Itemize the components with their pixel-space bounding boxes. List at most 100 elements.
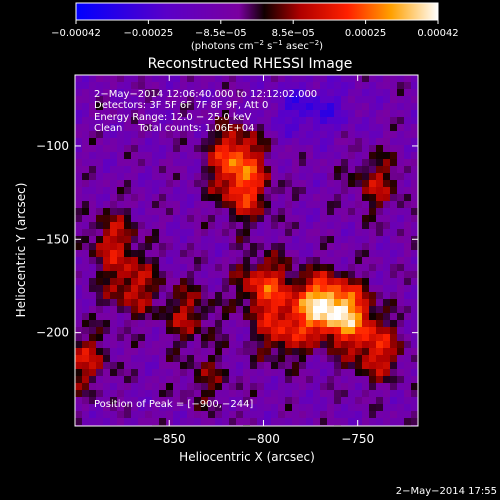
- heatmap-cell: [313, 285, 320, 292]
- heatmap-cell: [369, 229, 376, 236]
- heatmap-cell: [152, 236, 159, 243]
- heatmap-cell: [201, 243, 208, 250]
- heatmap-cell: [299, 292, 306, 299]
- heatmap-cell: [166, 355, 173, 362]
- heatmap-cell: [285, 313, 292, 320]
- heatmap-cell: [292, 215, 299, 222]
- heatmap-cell: [236, 327, 243, 334]
- heatmap-cell: [264, 187, 271, 194]
- heatmap-cell: [257, 131, 264, 138]
- heatmap-cell: [124, 145, 131, 152]
- heatmap-cell: [131, 103, 138, 110]
- heatmap-cell: [243, 341, 250, 348]
- heatmap-cell: [299, 222, 306, 229]
- heatmap-cell: [89, 166, 96, 173]
- heatmap-cell: [110, 411, 117, 418]
- heatmap-cell: [96, 124, 103, 131]
- heatmap-cell: [131, 75, 138, 82]
- heatmap-cell: [208, 152, 215, 159]
- heatmap-cell: [208, 327, 215, 334]
- heatmap-cell: [89, 313, 96, 320]
- heatmap-cell: [96, 264, 103, 271]
- heatmap-cell: [222, 236, 229, 243]
- heatmap-cell: [194, 215, 201, 222]
- heatmap-cell: [327, 341, 334, 348]
- heatmap-cell: [306, 215, 313, 222]
- heatmap-cell: [313, 138, 320, 145]
- heatmap-cell: [264, 313, 271, 320]
- heatmap-cell: [187, 243, 194, 250]
- heatmap-cell: [320, 208, 327, 215]
- heatmap-cell: [82, 285, 89, 292]
- heatmap-cell: [264, 236, 271, 243]
- heatmap-cell: [243, 278, 250, 285]
- heatmap-cell: [278, 306, 285, 313]
- heatmap-cell: [285, 397, 292, 404]
- heatmap-cell: [201, 390, 208, 397]
- heatmap-cell: [215, 313, 222, 320]
- heatmap-cell: [327, 222, 334, 229]
- heatmap-cell: [313, 243, 320, 250]
- heatmap-cell: [341, 201, 348, 208]
- heatmap-cell: [271, 313, 278, 320]
- heatmap-cell: [411, 194, 418, 201]
- heatmap-cell: [201, 110, 208, 117]
- heatmap-cell: [124, 362, 131, 369]
- heatmap-cell: [222, 110, 229, 117]
- footer-date: 2−May−2014 17:55: [396, 486, 497, 497]
- heatmap-cell: [327, 131, 334, 138]
- heatmap-cell: [348, 404, 355, 411]
- heatmap-cell: [292, 166, 299, 173]
- heatmap-cell: [348, 341, 355, 348]
- heatmap-cell: [89, 397, 96, 404]
- heatmap-cell: [390, 110, 397, 117]
- heatmap-cell: [131, 397, 138, 404]
- heatmap-cell: [383, 152, 390, 159]
- heatmap-cell: [362, 355, 369, 362]
- heatmap-cell: [166, 334, 173, 341]
- heatmap-cell: [82, 404, 89, 411]
- heatmap-cell: [355, 89, 362, 96]
- heatmap-cell: [341, 355, 348, 362]
- heatmap-cell: [138, 152, 145, 159]
- colorbar-tick-labels: −0.00042 −0.00025 −8.5e−05 8.5e−05 0.00025 0.…: [51, 28, 459, 39]
- heatmap-cell: [390, 355, 397, 362]
- heatmap-cell: [138, 257, 145, 264]
- heatmap-cell: [103, 327, 110, 334]
- heatmap-cell: [117, 173, 124, 180]
- heatmap-cell: [194, 243, 201, 250]
- heatmap-cell: [285, 124, 292, 131]
- heatmap-cell: [131, 187, 138, 194]
- heatmap-cell: [215, 334, 222, 341]
- heatmap-cell: [117, 348, 124, 355]
- heatmap-cell: [215, 96, 222, 103]
- heatmap-cell: [257, 313, 264, 320]
- unit-text: (photons cm: [191, 41, 254, 52]
- heatmap-cell: [187, 173, 194, 180]
- heatmap-cell: [397, 341, 404, 348]
- heatmap-cell: [292, 236, 299, 243]
- heatmap-cell: [306, 404, 313, 411]
- heatmap-cell: [187, 362, 194, 369]
- heatmap-cell: [180, 208, 187, 215]
- heatmap-cell: [215, 264, 222, 271]
- heatmap-cell: [201, 89, 208, 96]
- heatmap-cell: [117, 271, 124, 278]
- heatmap-cell: [159, 159, 166, 166]
- heatmap-cell: [201, 264, 208, 271]
- heatmap-cell: [320, 292, 327, 299]
- heatmap-cell: [215, 180, 222, 187]
- heatmap-cell: [208, 299, 215, 306]
- heatmap-cell: [369, 278, 376, 285]
- heatmap-cell: [250, 103, 257, 110]
- heatmap-cell: [82, 131, 89, 138]
- heatmap-cell: [110, 341, 117, 348]
- heatmap-cell: [376, 138, 383, 145]
- heatmap-cell: [180, 89, 187, 96]
- heatmap-cell: [82, 327, 89, 334]
- heatmap-cell: [124, 278, 131, 285]
- heatmap-cell: [334, 236, 341, 243]
- heatmap-cell: [369, 299, 376, 306]
- heatmap-cell: [313, 208, 320, 215]
